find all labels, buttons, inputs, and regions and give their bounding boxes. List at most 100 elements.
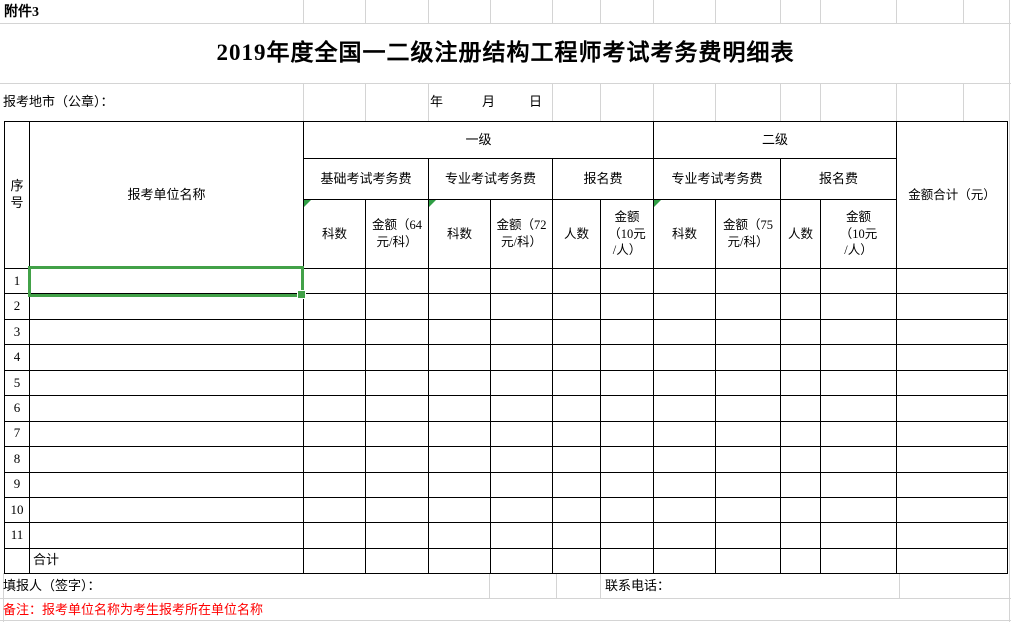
data-cell[interactable] [553,472,601,498]
data-cell[interactable] [366,269,429,295]
data-cell[interactable] [491,472,553,498]
data-cell[interactable] [601,421,654,448]
data-cell[interactable] [553,319,601,346]
data-cell[interactable] [304,294,366,320]
data-cell[interactable] [781,294,821,320]
data-cell[interactable] [429,523,491,549]
header-l1-reg-fee[interactable]: 报名费 [553,159,654,200]
data-cell[interactable] [553,421,601,448]
data-cell[interactable] [821,294,897,320]
data-cell[interactable] [654,523,716,549]
header-l2-prof-fee[interactable]: 专业考试考务费 [654,159,781,200]
fill-handle-icon[interactable] [297,290,306,299]
data-cell[interactable] [781,370,821,397]
data-cell[interactable] [491,269,553,295]
header-seq[interactable]: 序 号 [5,122,30,269]
data-cell[interactable] [897,294,1008,320]
data-cell[interactable] [429,370,491,397]
data-cell[interactable] [30,345,304,371]
data-cell[interactable] [654,345,716,371]
data-cell[interactable] [304,421,366,448]
total-row-cell[interactable] [716,548,781,574]
data-cell[interactable] [897,447,1008,473]
row-number-cell[interactable]: 3 [5,319,30,346]
data-cell[interactable] [781,523,821,549]
data-cell[interactable] [429,294,491,320]
data-cell[interactable] [601,523,654,549]
data-cell[interactable] [30,370,304,397]
data-cell[interactable] [491,523,553,549]
data-cell[interactable] [897,523,1008,549]
row-number-cell[interactable]: 2 [5,294,30,320]
data-cell[interactable] [781,497,821,524]
data-cell[interactable] [781,269,821,295]
header-amount-10-l1[interactable]: 金额 （10元 /人） [601,200,654,269]
data-cell[interactable] [304,472,366,498]
data-cell[interactable] [366,319,429,346]
data-cell[interactable] [897,472,1008,498]
header-people-reg2[interactable]: 人数 [781,200,821,269]
data-cell[interactable] [897,319,1008,346]
data-cell[interactable] [553,523,601,549]
data-cell[interactable] [654,472,716,498]
data-cell[interactable] [716,447,781,473]
data-cell[interactable] [781,319,821,346]
data-cell[interactable] [304,269,366,295]
data-cell[interactable] [821,421,897,448]
data-cell[interactable] [781,396,821,422]
data-cell[interactable] [654,396,716,422]
selected-cell-outline[interactable] [28,266,306,299]
data-cell[interactable] [601,447,654,473]
header-unit-name[interactable]: 报考单位名称 [30,122,304,269]
data-cell[interactable] [716,421,781,448]
total-row-cell[interactable] [654,548,716,574]
data-cell[interactable] [366,421,429,448]
data-cell[interactable] [366,472,429,498]
data-cell[interactable] [716,472,781,498]
data-cell[interactable] [553,294,601,320]
data-cell[interactable] [491,396,553,422]
data-cell[interactable] [553,345,601,371]
data-cell[interactable] [897,345,1008,371]
data-cell[interactable] [897,497,1008,524]
header-people-reg1[interactable]: 人数 [553,200,601,269]
data-cell[interactable] [491,294,553,320]
data-cell[interactable] [366,497,429,524]
header-l2-reg-fee[interactable]: 报名费 [781,159,897,200]
data-cell[interactable] [304,447,366,473]
data-cell[interactable] [491,345,553,371]
data-cell[interactable] [781,472,821,498]
data-cell[interactable] [491,370,553,397]
total-row-cell[interactable] [5,548,30,574]
data-cell[interactable] [429,345,491,371]
data-cell[interactable] [601,497,654,524]
data-cell[interactable] [429,396,491,422]
total-row-cell[interactable] [821,548,897,574]
data-cell[interactable] [491,447,553,473]
data-cell[interactable] [601,319,654,346]
data-cell[interactable] [654,294,716,320]
row-number-cell[interactable]: 9 [5,472,30,498]
data-cell[interactable] [716,523,781,549]
row-number-cell[interactable]: 8 [5,447,30,473]
data-cell[interactable] [654,319,716,346]
data-cell[interactable] [366,345,429,371]
data-cell[interactable] [366,370,429,397]
data-cell[interactable] [821,319,897,346]
data-cell[interactable] [553,269,601,295]
data-cell[interactable] [781,345,821,371]
data-cell[interactable] [491,319,553,346]
data-cell[interactable] [716,345,781,371]
data-cell[interactable] [553,370,601,397]
row-number-cell[interactable]: 7 [5,421,30,448]
data-cell[interactable] [781,421,821,448]
data-cell[interactable] [654,269,716,295]
data-cell[interactable] [491,421,553,448]
data-cell[interactable] [304,319,366,346]
row-number-cell[interactable]: 10 [5,497,30,524]
row-number-cell[interactable]: 11 [5,523,30,549]
data-cell[interactable] [716,294,781,320]
data-cell[interactable] [716,370,781,397]
data-cell[interactable] [821,497,897,524]
data-cell[interactable] [716,269,781,295]
